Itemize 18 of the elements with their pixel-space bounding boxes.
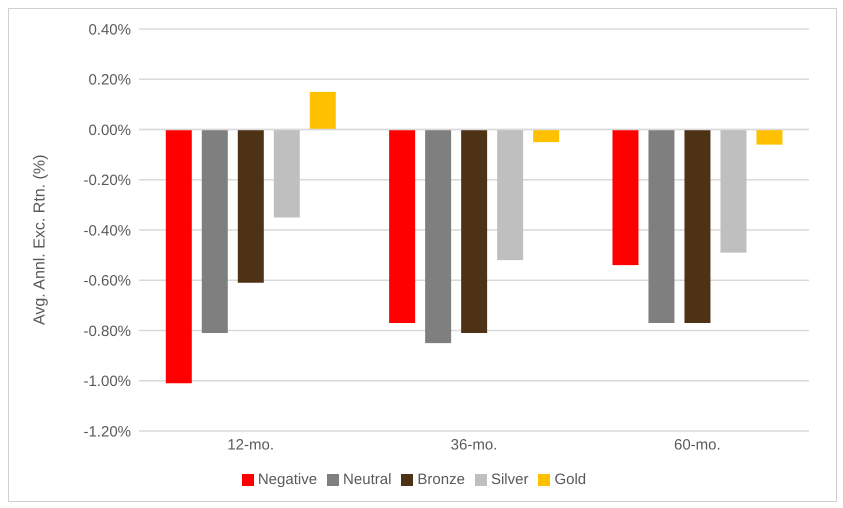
- legend-label: Bronze: [417, 471, 465, 488]
- legend-label: Neutral: [343, 471, 392, 488]
- legend-label: Gold: [554, 471, 586, 488]
- legend-label: Negative: [258, 471, 318, 488]
- y-tick-label: 0.20%: [88, 72, 131, 89]
- y-tick-label: -0.60%: [83, 272, 131, 290]
- y-tick-label: 0.00%: [88, 122, 131, 139]
- x-tick-label: 36-mo.: [450, 436, 498, 454]
- y-axis-title: Avg. Annl. Exc. Rtn. (%): [32, 154, 49, 325]
- x-tick-label: 60-mo.: [674, 436, 721, 454]
- y-tick-label: -1.00%: [83, 373, 131, 390]
- y-tick-label: -1.20%: [83, 423, 131, 440]
- x-tick-label: 12-mo.: [227, 436, 274, 454]
- y-tick-label: -0.20%: [83, 172, 131, 190]
- y-tick-label: 0.40%: [88, 21, 131, 38]
- legend-label: Silver: [490, 471, 528, 488]
- y-tick-label: -0.80%: [83, 322, 131, 340]
- y-tick-label: -0.40%: [83, 222, 131, 240]
